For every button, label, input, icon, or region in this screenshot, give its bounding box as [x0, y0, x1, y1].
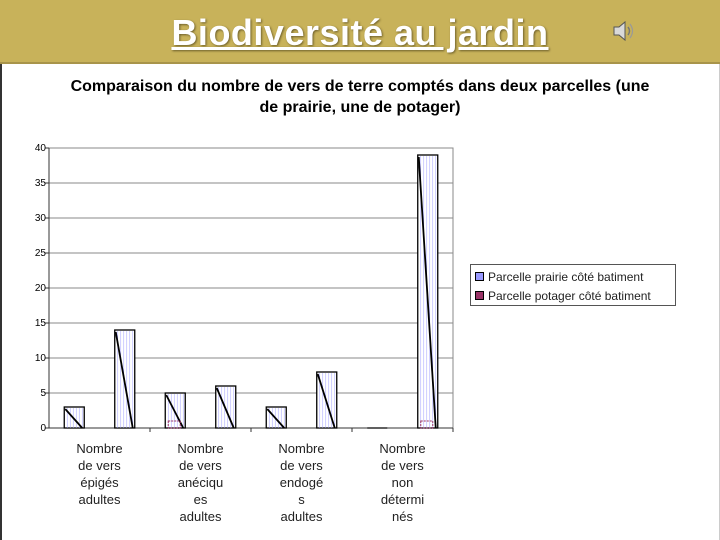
y-tick-label: 30 — [35, 213, 47, 224]
legend-swatch — [475, 291, 484, 300]
category-label: Nombre de vers endogé s adultes — [274, 440, 330, 525]
category-label-line: adultes — [78, 492, 121, 507]
y-tick-label: 10 — [35, 353, 47, 364]
y-tick-label: 40 — [35, 143, 47, 154]
category-label-line: es — [193, 492, 208, 507]
slide-title: Biodiversité au jardin — [171, 12, 549, 53]
category-label-line: Nombre — [278, 441, 325, 456]
category-label-line: Nombre — [379, 441, 426, 456]
speaker-icon[interactable] — [611, 18, 637, 44]
bar-potager — [167, 420, 181, 429]
legend-item: Parcelle potager côté batiment — [475, 286, 671, 305]
bar-stroke — [114, 331, 134, 429]
bar-stroke — [215, 387, 235, 429]
category-label-line: de vers — [381, 458, 424, 473]
category-label-line: Nombre — [76, 441, 123, 456]
y-tick-label: 15 — [35, 318, 47, 329]
category-label: Nombre de vers épigés adultes — [72, 440, 128, 508]
y-tick-label: 5 — [40, 388, 46, 399]
chart-title: Comparaison du nombre de vers de terre c… — [70, 78, 650, 116]
y-tick-label: 25 — [35, 248, 47, 259]
category-label: Nombre de vers non détermi nés — [375, 440, 431, 525]
y-tick-label: 20 — [35, 283, 47, 294]
y-tick-label: 0 — [40, 423, 46, 434]
category-label-line: épigés — [80, 475, 119, 490]
category-label-line: de vers — [280, 458, 323, 473]
bar-potager — [420, 420, 434, 429]
category-label-line: s — [298, 492, 305, 507]
bar-stroke — [64, 408, 83, 429]
category-label-line: détermi — [380, 492, 425, 507]
category-label-line: de vers — [78, 458, 121, 473]
category-label-line: nés — [392, 509, 413, 524]
y-tick-label: 35 — [35, 178, 47, 189]
category-label-line: de vers — [179, 458, 222, 473]
category-label-line: anéciqu — [177, 475, 224, 490]
category-label: Nombre de vers anéciqu es adultes — [173, 440, 229, 525]
category-label-line: non — [391, 475, 414, 490]
category-label-line: adultes — [280, 509, 323, 524]
legend-swatch — [475, 272, 484, 281]
legend-label: Parcelle potager côté batiment — [488, 288, 651, 303]
category-label-line: endogé — [279, 475, 324, 490]
category-label-line: adultes — [179, 509, 222, 524]
bar-stroke — [417, 156, 437, 429]
legend: Parcelle prairie côté batiment Parcelle p… — [470, 264, 676, 306]
legend-item: Parcelle prairie côté batiment — [475, 267, 671, 286]
category-label-line: Nombre — [177, 441, 224, 456]
bar-stroke — [316, 373, 336, 429]
slide-header: Biodiversité au jardin — [0, 0, 720, 64]
bar-stroke — [266, 408, 285, 429]
legend-label: Parcelle prairie côté batiment — [488, 269, 644, 284]
